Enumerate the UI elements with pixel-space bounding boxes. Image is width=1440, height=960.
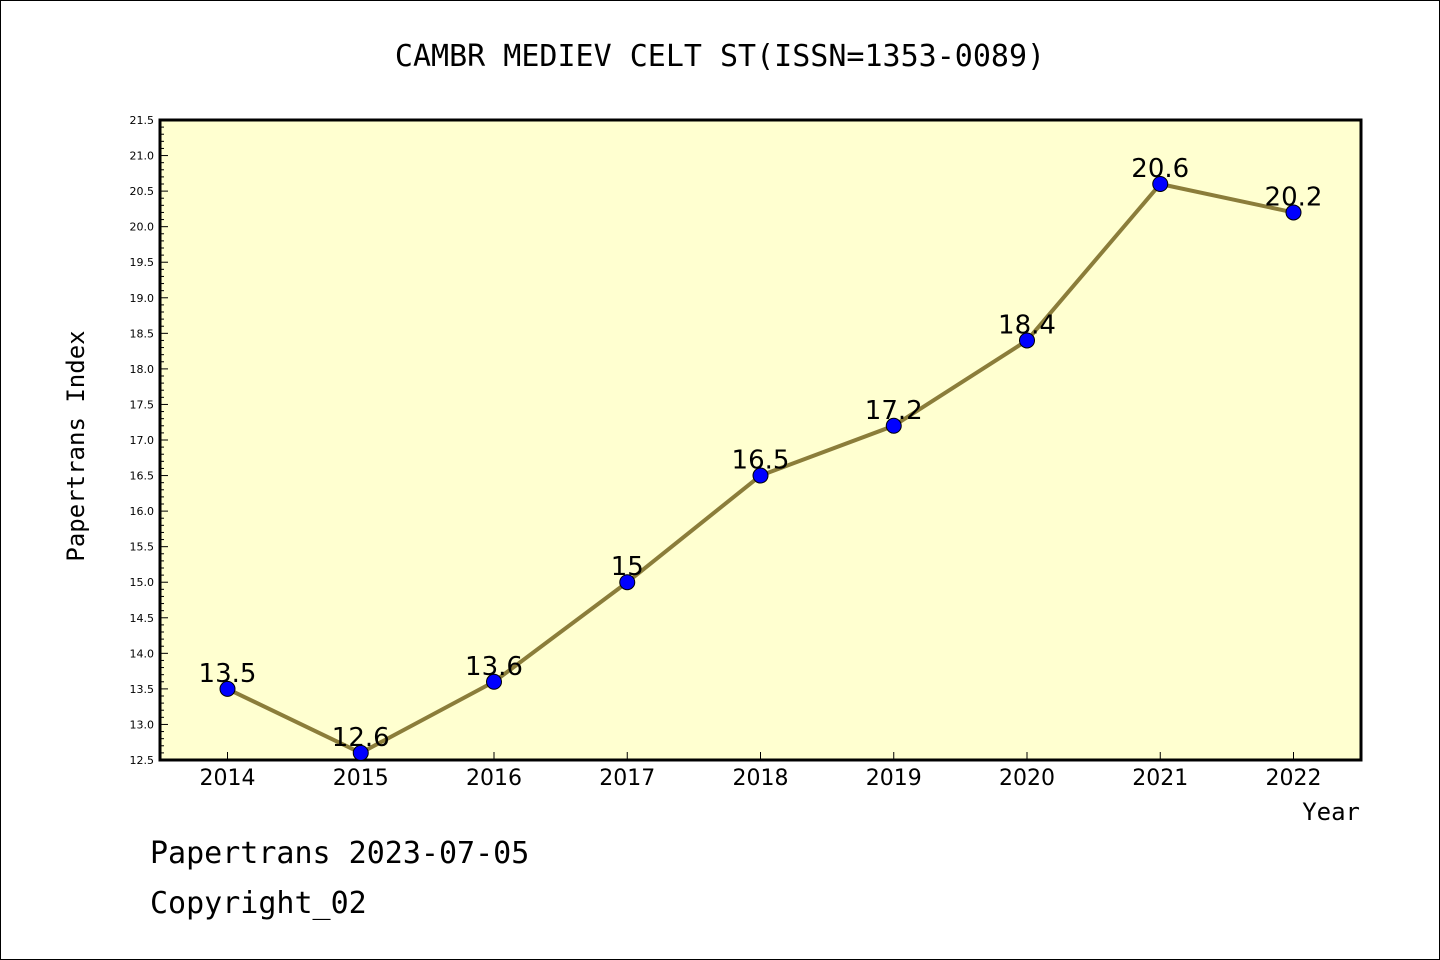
x-axis-label: Year (1302, 798, 1360, 826)
x-tick-label: 2016 (466, 766, 522, 791)
y-axis-label: Papertrans Index (62, 330, 90, 561)
y-tick-label: 21.0 (130, 150, 155, 163)
y-tick-label: 13.5 (130, 683, 155, 696)
x-tick-label: 2020 (999, 766, 1055, 791)
y-tick-label: 15.0 (130, 576, 155, 589)
y-tick-label: 12.5 (130, 754, 155, 767)
y-axis: 12.5 13.0 13.5 14.0 14.5 15.0 15.5 16.0 16.5 17.0… (130, 114, 168, 767)
data-point (486, 673, 502, 690)
x-tick-label: 2015 (333, 766, 389, 791)
plot-area (158, 118, 1363, 762)
y-tick-label: 17.0 (130, 434, 155, 447)
x-tick-label: 2022 (1266, 766, 1322, 791)
y-tick-label: 16.5 (130, 470, 155, 483)
footer-date: Papertrans 2023-07-05 (150, 836, 530, 871)
data-markers (219, 176, 1302, 761)
x-tick-label: 2019 (866, 766, 922, 791)
y-tick-label: 19.0 (130, 292, 155, 305)
y-tick-label: 19.5 (130, 256, 155, 269)
data-point (619, 574, 636, 591)
y-tick-label: 16.0 (130, 505, 155, 518)
y-tick-label: 20.5 (130, 185, 155, 198)
data-point (1152, 176, 1169, 192)
data-label: 16.5 (732, 446, 790, 476)
data-point (752, 467, 769, 484)
y-tick-label: 14.5 (130, 612, 155, 625)
y-tick-label: 18.0 (130, 363, 155, 376)
data-point (219, 680, 236, 697)
x-tick-label: 2014 (200, 766, 256, 791)
data-label: 12.6 (332, 723, 390, 753)
data-point (1019, 332, 1035, 349)
data-point (885, 417, 902, 434)
data-point (1285, 204, 1302, 221)
data-label: 17.2 (865, 396, 923, 426)
y-tick-label: 17.5 (130, 398, 155, 411)
y-tick-label: 21.5 (130, 114, 155, 127)
y-tick-label: 20.0 (130, 221, 155, 234)
x-tick-label: 2017 (599, 766, 655, 791)
y-tick-label: 14.0 (130, 647, 155, 660)
y-tick-label: 13.0 (130, 718, 155, 731)
footer-copyright: Copyright_02 (150, 886, 367, 921)
chart-title: CAMBR MEDIEV CELT ST(ISSN=1353-0089) (395, 39, 1045, 74)
y-tick-label: 18.5 (130, 327, 155, 340)
data-label: 18.4 (998, 310, 1056, 340)
x-tick-label: 2021 (1132, 766, 1188, 791)
x-axis: 2014 2015 2016 2017 2018 2019 2020 2021 2022 (200, 752, 1322, 791)
data-label: 20.2 (1265, 182, 1323, 212)
data-point (352, 744, 369, 761)
data-label: 20.6 (1131, 154, 1189, 184)
data-labels: 13.5 12.6 13.6 15 16.5 17.2 18.4 20.6 20.2 (199, 154, 1323, 753)
data-label: 15 (611, 552, 644, 582)
data-label: 13.6 (465, 652, 523, 682)
data-label: 13.5 (199, 659, 257, 689)
y-tick-label: 15.5 (130, 541, 155, 554)
x-tick-label: 2018 (733, 766, 789, 791)
